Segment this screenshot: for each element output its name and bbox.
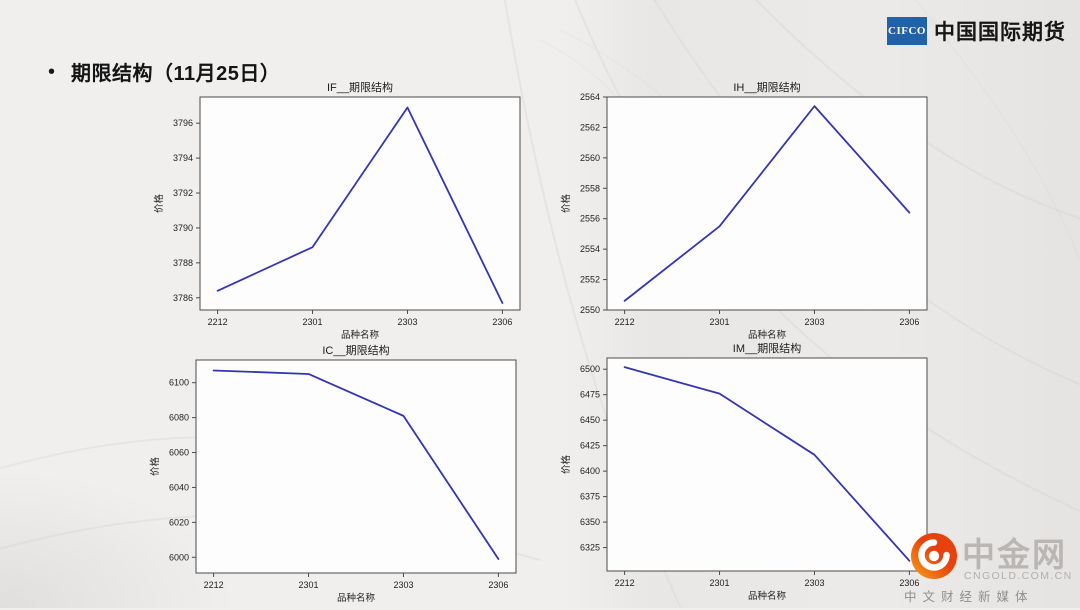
svg-text:3792: 3792 [173,188,193,198]
svg-text:品种名称: 品种名称 [341,329,380,341]
svg-text:6475: 6475 [580,390,600,400]
svg-text:价格: 价格 [149,457,161,477]
svg-text:品种名称: 品种名称 [337,592,376,604]
chart-ic-canvas: IC__期限结构 6000 6020 6040 6060 6080 6100 价格 2212 23… [149,344,517,604]
svg-text:2212: 2212 [615,317,635,327]
chart-if-canvas: IF__期限结构 3786 3788 3790 3792 3794 3796 价格 2212 23… [153,81,521,341]
svg-text:2301: 2301 [299,580,319,590]
watermark-name: 中金网 [962,536,1067,573]
svg-text:2301: 2301 [303,317,323,327]
svg-text:6080: 6080 [169,413,189,423]
svg-text:2558: 2558 [580,183,600,193]
svg-text:2212: 2212 [204,580,224,590]
svg-text:3794: 3794 [173,153,193,163]
svg-text:2212: 2212 [615,578,635,588]
svg-text:2556: 2556 [580,214,600,224]
svg-text:2303: 2303 [397,317,417,327]
chart-if-term-structure: IF__期限结构 3786 3788 3790 3792 3794 3796 价格 2212 23… [140,81,530,347]
svg-text:6020: 6020 [169,517,189,527]
watermark-cngold: 中金网 CNGOLD.COM.CN 中文财经新媒体 [898,526,1074,604]
svg-text:3786: 3786 [173,293,193,303]
svg-text:2301: 2301 [710,317,730,327]
svg-text:2552: 2552 [580,275,600,285]
svg-text:品种名称: 品种名称 [748,590,787,602]
svg-text:2306: 2306 [899,578,919,588]
svg-text:2306: 2306 [488,580,508,590]
svg-text:3796: 3796 [173,118,193,128]
svg-text:6500: 6500 [580,364,600,374]
svg-text:品种名称: 品种名称 [748,329,787,341]
svg-text:6400: 6400 [580,466,600,476]
svg-text:2303: 2303 [804,317,824,327]
svg-text:6100: 6100 [169,378,189,388]
svg-text:2301: 2301 [710,578,730,588]
svg-text:6000: 6000 [169,552,189,562]
svg-text:3790: 3790 [173,223,193,233]
svg-text:价格: 价格 [560,455,572,475]
svg-text:IH__期限结构: IH__期限结构 [733,81,800,94]
bullet-dot: • [48,60,56,83]
svg-text:6325: 6325 [580,543,600,553]
watermark-domain: CNGOLD.COM.CN [964,570,1073,582]
svg-text:2303: 2303 [393,580,413,590]
svg-text:IM__期限结构: IM__期限结构 [733,342,801,355]
svg-text:价格: 价格 [560,194,572,214]
svg-text:2306: 2306 [492,317,512,327]
chart-ih-term-structure: IH__期限结构 2550 2552 2554 2556 2558 2560 2562 2564… [547,81,937,347]
svg-text:6450: 6450 [580,415,600,425]
brand-name: 中国国际期货 [934,21,1066,44]
svg-text:IC__期限结构: IC__期限结构 [322,344,389,357]
svg-text:2550: 2550 [580,305,600,315]
svg-text:价格: 价格 [153,194,165,214]
chart-ic-term-structure: IC__期限结构 6000 6020 6040 6060 6080 6100 价格 2212 23… [136,344,526,610]
svg-text:3788: 3788 [173,258,193,268]
svg-text:2564: 2564 [580,92,600,102]
svg-text:6350: 6350 [580,517,600,527]
svg-text:6375: 6375 [580,492,600,502]
slide-title: • 期限结构（11月25日） [48,57,280,86]
svg-text:2554: 2554 [580,244,600,254]
svg-text:2303: 2303 [804,578,824,588]
svg-text:6040: 6040 [169,482,189,492]
chart-im-canvas: IM__期限结构 6325 6350 6375 6400 6425 6450 6475 6500… [560,342,928,602]
svg-text:6060: 6060 [169,448,189,458]
svg-text:IF__期限结构: IF__期限结构 [327,81,393,94]
brand-header: CIFCO 中国国际期货 [887,16,1066,46]
chart-ih-canvas: IH__期限结构 2550 2552 2554 2556 2558 2560 2562 2564… [560,81,928,341]
svg-text:6425: 6425 [580,441,600,451]
chart-im-term-structure: IM__期限结构 6325 6350 6375 6400 6425 6450 6475 6500… [547,342,937,608]
cifco-logo: CIFCO [887,17,927,45]
svg-text:2562: 2562 [580,122,600,132]
svg-text:2560: 2560 [580,153,600,163]
watermark-tagline: 中文财经新媒体 [904,590,1034,604]
svg-text:2306: 2306 [899,317,919,327]
slide-title-text: 期限结构（11月25日） [71,63,281,85]
cngold-logo-icon [911,533,957,579]
svg-text:2212: 2212 [208,317,228,327]
